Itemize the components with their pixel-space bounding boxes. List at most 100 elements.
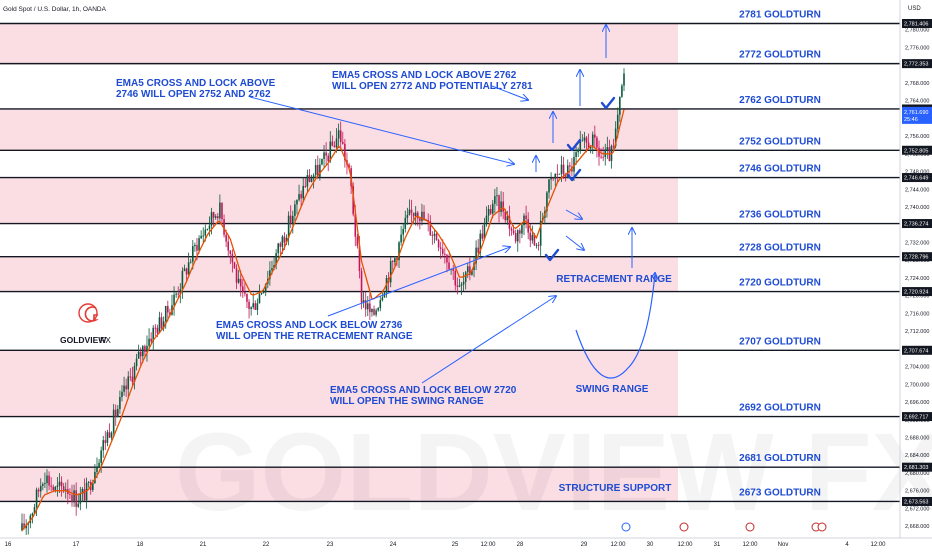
candle-up	[389, 261, 392, 283]
candle-up	[464, 272, 467, 282]
candle-up	[521, 225, 523, 234]
candle-down	[529, 232, 532, 241]
level-price-tag	[902, 496, 932, 506]
candle-up	[54, 486, 57, 491]
economic-event-icon[interactable]	[621, 522, 631, 532]
candle-down	[227, 241, 230, 251]
level-price-tag	[902, 173, 932, 183]
candle-up	[258, 293, 261, 304]
candle-up	[558, 173, 561, 175]
time-axis-label: 31	[714, 542, 721, 548]
candle-up	[623, 73, 625, 86]
candle-up	[127, 376, 130, 390]
time-axis-label: 23	[327, 542, 334, 548]
price-tick-label: 2,668.000	[905, 524, 929, 530]
time-axis-label: 24	[390, 542, 397, 548]
candle-up	[273, 265, 275, 269]
candle-up	[294, 204, 296, 216]
candle-down	[600, 156, 602, 158]
candle-up	[21, 523, 23, 531]
candle-down	[246, 293, 248, 302]
zone-projection-5	[678, 467, 900, 502]
annotation-text: EMA5 CROSS AND LOCK BELOW 2720	[330, 385, 517, 396]
candle-down	[348, 164, 350, 169]
candle-up	[487, 208, 490, 216]
candle-up	[264, 283, 267, 293]
candle-down	[217, 216, 219, 219]
level-price-tag-text: 2,752.805	[904, 148, 928, 154]
economic-event-icon[interactable]	[745, 522, 755, 532]
note1-arrow	[249, 96, 514, 164]
candle-up	[371, 308, 373, 313]
candle-down	[150, 338, 152, 342]
candle-down	[481, 233, 484, 239]
candle-up	[379, 300, 382, 309]
economic-event-icon[interactable]	[679, 522, 689, 532]
candle-down	[431, 235, 434, 236]
level-price-tag-text: 2,692.717	[904, 415, 928, 421]
candle-down	[452, 268, 454, 271]
candle-up	[250, 307, 252, 309]
candle-down	[587, 142, 590, 149]
price-tick-label: 2,712.000	[905, 329, 929, 335]
candle-up	[164, 306, 167, 322]
time-axis-label: 25	[452, 542, 459, 548]
candle-down	[427, 219, 429, 222]
candle-down	[129, 376, 132, 378]
time-axis-label: 30	[647, 542, 654, 548]
time-axis-label: 18	[137, 542, 144, 548]
candle-up	[58, 481, 61, 486]
level-label: 2762 GOLDTURN	[739, 95, 821, 106]
candle-down	[37, 489, 40, 492]
candle-down	[333, 145, 336, 148]
note2-arrow	[491, 85, 528, 100]
candle-up	[92, 483, 94, 491]
price-tick-label: 2,688.000	[905, 435, 929, 441]
candle-down	[564, 174, 567, 178]
candle-up	[98, 462, 100, 468]
candles	[21, 68, 625, 535]
candle-down	[62, 486, 65, 492]
price-tick-label: 2,740.000	[905, 205, 929, 211]
candle-up	[400, 234, 402, 243]
candle-up	[275, 253, 277, 266]
candle-down	[239, 278, 242, 287]
candle-up	[329, 141, 332, 162]
candle-up	[187, 262, 190, 275]
candle-down	[23, 523, 25, 529]
price-tick-label: 2,728.000	[905, 258, 929, 264]
level-label: 2728 GOLDTURN	[739, 243, 821, 254]
candle-up	[583, 137, 586, 141]
ema5-line	[21, 109, 625, 532]
candle-down	[156, 327, 159, 334]
zone-band-4	[0, 350, 678, 417]
candle-down	[514, 233, 517, 242]
logo-text-light: FX	[100, 335, 111, 345]
level-label: 2692 GOLDTURN	[739, 403, 821, 414]
candle-up	[214, 216, 217, 218]
candle-up	[471, 270, 473, 275]
candle-up	[96, 467, 98, 472]
candle-up	[179, 289, 182, 295]
candle-down	[569, 165, 571, 167]
candle-down	[327, 155, 330, 162]
candle-up	[112, 409, 115, 433]
candle-down	[231, 253, 234, 263]
annotation-text: EMA5 CROSS AND LOCK BELOW 2736	[216, 320, 403, 331]
candle-up	[192, 246, 194, 262]
candle-down	[212, 212, 215, 218]
economic-event-icon[interactable]	[817, 522, 827, 532]
candle-down	[527, 219, 529, 233]
candle-up	[198, 238, 200, 251]
candle-up	[29, 515, 32, 523]
candle-down	[300, 194, 302, 199]
price-tick-label: 2,684.000	[905, 453, 929, 459]
candle-up	[219, 202, 221, 219]
candle-down	[225, 234, 227, 242]
candle-down	[364, 300, 367, 310]
time-axis-label: 12:00	[742, 542, 758, 548]
candle-up	[206, 228, 209, 230]
level-label: 2752 GOLDTURN	[739, 136, 821, 147]
